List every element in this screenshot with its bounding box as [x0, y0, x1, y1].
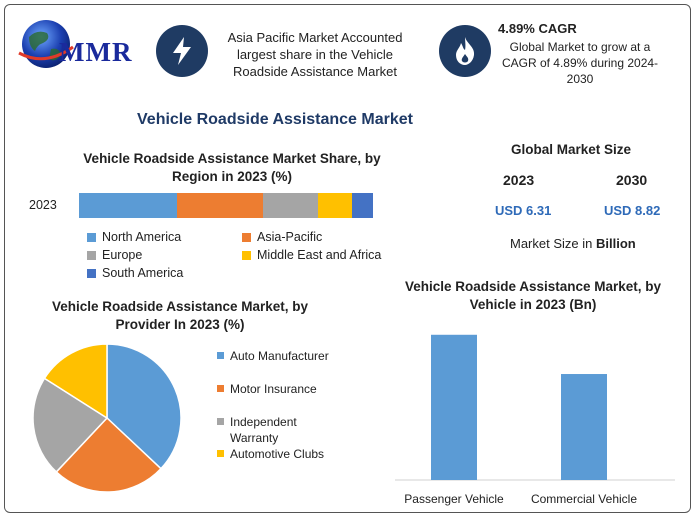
pie-slice-independent-warranty	[32, 377, 109, 474]
provider-chart-title: Vehicle Roadside Assistance Market, by P…	[51, 299, 309, 332]
legend-swatch	[87, 232, 96, 242]
legend-label: Middle East and Africa	[257, 248, 382, 262]
value-2030: USD 8.82	[604, 203, 661, 218]
region-legend: North America Asia-Pacific Europe Middle Ea…	[87, 228, 407, 282]
legend-label: South America	[102, 266, 184, 280]
infographic-frame: MMR Asia Pacific Market Accounted larges…	[4, 4, 691, 513]
bar-segment-north-america	[79, 193, 177, 218]
legend-label: Asia-Pacific	[257, 230, 323, 244]
legend-item-europe: Europe	[87, 246, 242, 264]
lightning-icon	[156, 25, 208, 77]
legend-swatch	[217, 385, 224, 392]
legend-item-motor-insurance: Motor Insurance	[217, 381, 345, 397]
legend-swatch	[242, 232, 251, 242]
pie-slice-auto-manufacturer	[106, 343, 182, 470]
legend-swatch	[87, 268, 96, 278]
legend-label: Auto Manufacturer	[230, 349, 329, 363]
legend-swatch	[87, 250, 96, 260]
vehicle-bar-chart: Passenger Vehicle Commercial Vehicle	[395, 334, 675, 506]
bar-segment-europe	[262, 193, 318, 218]
market-size-title: Global Market Size	[511, 142, 632, 157]
region-chart-title: Vehicle Roadside Assistance Market Share…	[83, 151, 381, 184]
legend-item-auto-manufacturer: Auto Manufacturer	[217, 348, 345, 364]
legend-item-south-america: South America	[87, 264, 242, 282]
legend-swatch	[217, 450, 224, 457]
legend-item-asia-pacific: Asia-Pacific	[242, 228, 402, 246]
bar-commercial-vehicle	[561, 374, 607, 480]
provider-pie-chart	[32, 343, 182, 493]
legend-item-north-america: North America	[87, 228, 242, 246]
legend-label: Motor Insurance	[230, 382, 317, 396]
legend-swatch	[217, 418, 224, 425]
legend-label: Independent Warranty	[230, 415, 297, 445]
flame-icon	[439, 25, 491, 77]
globe-icon	[18, 20, 74, 68]
highlight-text: Asia Pacific Market Accounted largest sh…	[227, 30, 403, 79]
bar-segment-asia-pacific	[177, 193, 263, 218]
tick-label-commercial-vehicle: Commercial Vehicle	[531, 492, 637, 506]
legend-label: North America	[102, 230, 182, 244]
bar-segment-middle-east-and-africa	[317, 193, 352, 218]
legend-item-independent-warranty: Independent Warranty	[217, 414, 310, 446]
region-bar-year-label: 2023	[29, 198, 57, 212]
tick-label-passenger-vehicle: Passenger Vehicle	[404, 492, 504, 506]
legend-item-middle-east-and-africa: Middle East and Africa	[242, 246, 402, 264]
main-title: Vehicle Roadside Assistance Market	[137, 111, 413, 128]
year-2023: 2023	[503, 172, 535, 188]
legend-label: Automotive Clubs	[230, 447, 325, 461]
logo-text: MMR	[59, 37, 133, 67]
value-2023: USD 6.31	[495, 203, 552, 218]
vehicle-chart-title: Vehicle Roadside Assistance Market, by V…	[404, 279, 662, 312]
region-stacked-bar	[79, 193, 373, 218]
bar-segment-south-america	[351, 193, 373, 218]
pie-slice-motor-insurance	[55, 416, 163, 493]
mmr-logo: MMR	[13, 13, 148, 83]
legend-label: Europe	[102, 248, 143, 262]
legend-item-automotive-clubs: Automotive Clubs	[217, 446, 345, 462]
legend-swatch	[217, 352, 224, 359]
bar-passenger-vehicle	[431, 334, 477, 480]
year-2030: 2030	[616, 172, 648, 188]
cagr-title: 4.89% CAGR	[498, 21, 577, 36]
market-size-note: Market Size in Billion	[510, 236, 636, 251]
legend-swatch	[242, 250, 251, 260]
cagr-text: Global Market to grow at a CAGR of 4.89%…	[501, 40, 659, 86]
pie-slice-automotive-clubs	[43, 343, 108, 420]
